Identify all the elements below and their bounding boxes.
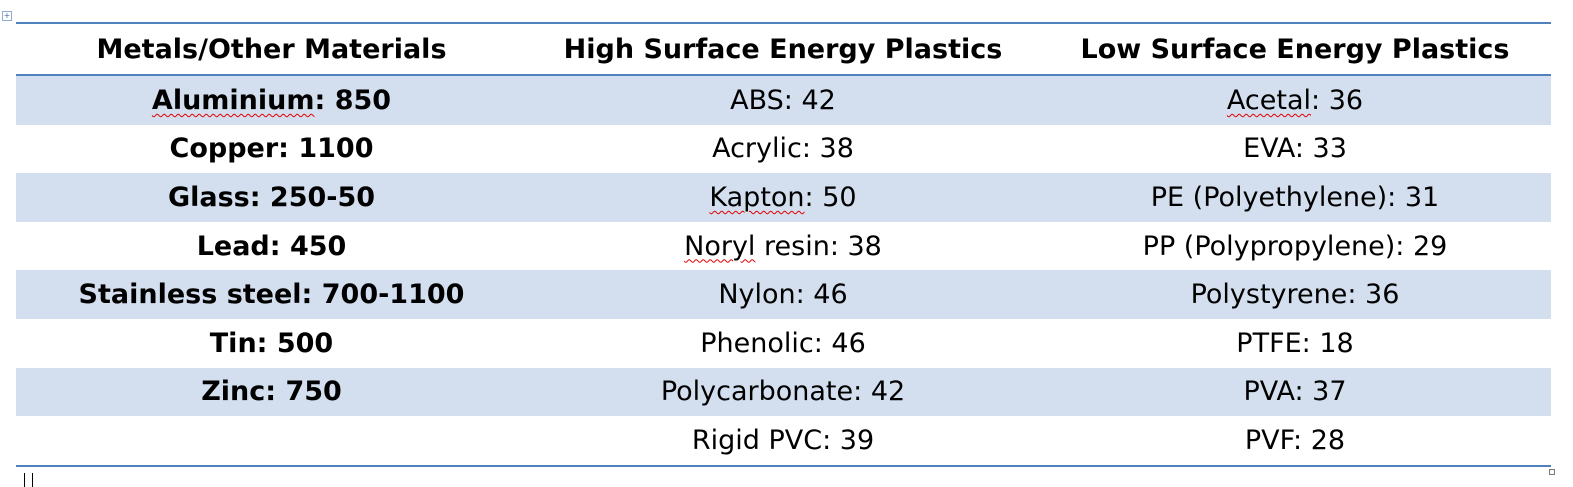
surface-energy-table: Metals/Other Materials High Surface Ener… (16, 22, 1551, 467)
table-row: Stainless steel: 700-1100 Nylon: 46 Poly… (16, 270, 1551, 319)
low-energy-cell: PVA: 37 (1243, 376, 1347, 408)
metal-cell: Zinc: 750 (201, 376, 342, 408)
low-energy-cell: PTFE: 18 (1236, 327, 1354, 359)
header-high-surface-energy: High Surface Energy Plastics (563, 33, 1003, 65)
metal-cell: Stainless steel: 700-1100 (78, 279, 465, 311)
low-energy-cell: Acetal: 36 (1039, 85, 1551, 116)
high-energy-cell: Kapton: 50 (527, 182, 1039, 213)
metal-cell: Lead: 450 (196, 230, 347, 262)
table-row: Rigid PVC: 39 PVF: 28 (16, 416, 1551, 465)
table-row: Glass: 250-50 Kapton: 50 PE (Polyethylen… (16, 173, 1551, 222)
low-energy-cell: Polystyrene: 36 (1190, 279, 1400, 311)
header-separator (16, 74, 1551, 76)
paragraph-mark-icon (22, 473, 36, 487)
metal-cell: Glass: 250-50 (167, 181, 376, 213)
high-energy-cell: Phenolic: 46 (700, 327, 866, 359)
spellcheck-word: Kapton (709, 181, 805, 213)
high-energy-cell: ABS: 42 (730, 84, 836, 116)
low-energy-cell: PP (Polypropylene): 29 (1142, 230, 1448, 262)
metal-cell: Copper: 1100 (169, 133, 374, 165)
high-energy-cell: Acrylic: 38 (712, 133, 854, 165)
table-row: Copper: 1100 Acrylic: 38 EVA: 33 (16, 125, 1551, 174)
table-row: Aluminium: 850 ABS: 42 Acetal: 36 (16, 76, 1551, 125)
high-energy-cell: Noryl resin: 38 (527, 231, 1039, 262)
spellcheck-word: Noryl (684, 230, 756, 262)
spellcheck-word: Acetal (1226, 84, 1312, 116)
spellcheck-word: Aluminium (151, 84, 315, 116)
low-energy-cell: PE (Polyethylene): 31 (1150, 181, 1440, 213)
high-energy-cell: Rigid PVC: 39 (691, 424, 875, 456)
table-row: Zinc: 750 Polycarbonate: 42 PVA: 37 (16, 367, 1551, 417)
table-top-border (16, 22, 1551, 24)
low-energy-cell: PVF: 28 (1244, 424, 1346, 456)
low-energy-value: : 36 (1311, 84, 1364, 116)
high-energy-cell: Polycarbonate: 42 (660, 376, 906, 408)
table-resize-handle-icon[interactable] (1549, 469, 1555, 475)
table-row: Tin: 500 Phenolic: 46 PTFE: 18 (16, 319, 1551, 368)
low-energy-cell: EVA: 33 (1243, 133, 1347, 165)
table-row: Lead: 450 Noryl resin: 38 PP (Polypropyl… (16, 222, 1551, 271)
table-move-handle-icon[interactable]: + (2, 11, 12, 21)
table-bottom-border (16, 464, 1551, 467)
high-energy-cell: Nylon: 46 (718, 279, 848, 311)
header-low-surface-energy: Low Surface Energy Plastics (1080, 33, 1510, 65)
header-metals: Metals/Other Materials (96, 33, 447, 65)
high-energy-value: resin: 38 (755, 230, 882, 262)
metal-value: : 850 (314, 84, 392, 116)
metal-cell: Tin: 500 (209, 327, 334, 359)
table-header-row: Metals/Other Materials High Surface Ener… (16, 24, 1551, 74)
metal-cell: Aluminium: 850 (16, 85, 527, 116)
high-energy-value: : 50 (804, 181, 857, 213)
